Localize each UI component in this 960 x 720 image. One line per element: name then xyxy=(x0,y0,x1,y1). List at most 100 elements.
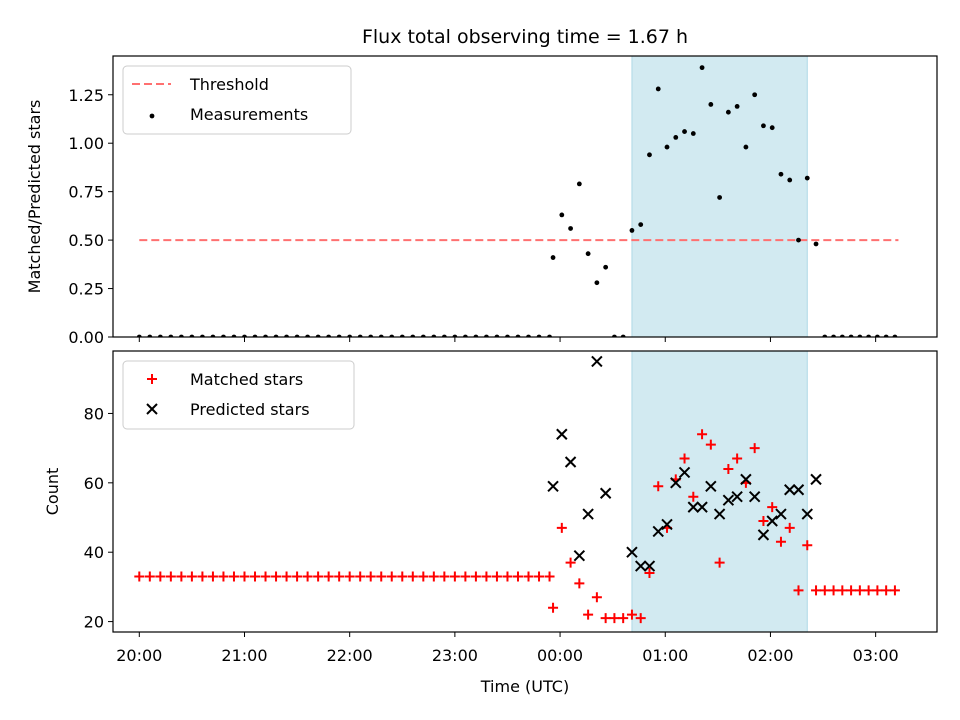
data-point xyxy=(670,477,682,489)
data-point xyxy=(197,571,208,582)
data-point xyxy=(323,571,334,582)
data-point xyxy=(556,522,567,533)
data-point xyxy=(626,609,637,620)
data-point xyxy=(699,65,705,71)
data-point xyxy=(717,195,723,200)
data-point xyxy=(767,502,778,513)
data-point xyxy=(647,152,652,158)
x-tick-label: 21:00 xyxy=(221,646,267,665)
data-point xyxy=(837,585,848,596)
data-point xyxy=(591,355,603,368)
x-axis-label: Time (UTC) xyxy=(480,677,569,696)
y-tick-label: 0.75 xyxy=(68,183,104,202)
data-point xyxy=(428,571,439,582)
data-point xyxy=(678,466,691,479)
data-point xyxy=(778,171,784,177)
data-point xyxy=(758,515,769,526)
data-point xyxy=(687,501,700,513)
data-point xyxy=(491,571,502,582)
legend-marker xyxy=(149,113,155,119)
data-point xyxy=(673,134,679,140)
x-tick-label: 23:00 xyxy=(432,646,478,665)
data-point xyxy=(793,585,804,596)
data-point xyxy=(376,571,387,582)
data-point xyxy=(696,501,708,513)
observing-window-band xyxy=(631,351,808,632)
data-point xyxy=(802,540,813,551)
plot-area xyxy=(136,56,899,337)
data-point xyxy=(792,484,805,496)
data-point xyxy=(811,585,822,596)
data-point xyxy=(470,571,481,582)
legend-marker xyxy=(147,374,157,384)
data-point xyxy=(386,571,397,582)
data-point xyxy=(652,525,664,538)
data-point xyxy=(523,571,534,582)
y-tick-label: 0.50 xyxy=(68,231,104,250)
y-tick-label: 80 xyxy=(84,404,104,423)
data-point xyxy=(690,131,696,136)
data-point xyxy=(766,515,778,527)
data-point xyxy=(534,571,545,582)
data-point xyxy=(397,571,408,582)
data-point xyxy=(228,571,239,582)
data-point xyxy=(775,508,787,520)
data-point xyxy=(813,241,819,247)
data-point xyxy=(653,481,664,492)
data-point xyxy=(661,518,673,531)
data-point xyxy=(734,103,740,109)
y-tick-label: 40 xyxy=(84,543,104,562)
data-point xyxy=(568,226,573,231)
data-point xyxy=(594,280,600,286)
data-point xyxy=(713,508,726,520)
data-point xyxy=(787,177,793,183)
data-point xyxy=(556,428,568,440)
data-point xyxy=(819,585,830,596)
data-point xyxy=(688,491,699,502)
data-point xyxy=(439,571,450,582)
y-tick-label: 0.25 xyxy=(68,280,104,299)
data-point xyxy=(796,237,801,243)
data-point xyxy=(250,571,261,582)
data-point xyxy=(302,571,313,582)
data-point xyxy=(775,536,786,547)
data-point xyxy=(732,453,743,464)
data-point xyxy=(271,571,282,582)
data-point xyxy=(752,92,758,98)
x-tick-label: 00:00 xyxy=(537,646,583,665)
data-point xyxy=(186,571,197,582)
legend-label: Threshold xyxy=(189,75,269,94)
data-point xyxy=(828,585,839,596)
data-point xyxy=(664,144,670,150)
data-point xyxy=(748,490,761,503)
data-point xyxy=(881,585,892,596)
data-point xyxy=(603,264,609,270)
y-axis-label: Count xyxy=(43,468,62,516)
data-point xyxy=(761,123,766,129)
data-point xyxy=(679,453,690,464)
data-point xyxy=(547,480,559,493)
data-point xyxy=(218,571,229,582)
y-tick-label: 1.25 xyxy=(68,86,104,105)
data-point xyxy=(618,613,629,624)
data-point xyxy=(591,592,602,603)
data-point xyxy=(292,571,303,582)
data-point xyxy=(740,473,752,486)
chart-title: Flux total observing time = 1.67 h xyxy=(362,26,688,48)
data-point xyxy=(708,102,714,107)
y-axis-label: Matched/Predicted stars xyxy=(25,100,44,294)
data-point xyxy=(449,571,460,582)
x-tick-label: 20:00 xyxy=(116,646,162,665)
x-tick-label: 22:00 xyxy=(327,646,373,665)
y-tick-label: 20 xyxy=(84,613,104,632)
series-measurements xyxy=(136,65,898,337)
legend-box xyxy=(122,360,355,430)
data-point xyxy=(629,228,635,233)
data-point xyxy=(564,456,577,468)
legend: Matched stars Predicted stars xyxy=(122,360,355,430)
y-tick-label: 60 xyxy=(84,474,104,493)
data-point xyxy=(548,602,559,613)
data-point xyxy=(635,613,646,624)
data-point xyxy=(723,463,734,474)
data-point xyxy=(574,578,585,589)
